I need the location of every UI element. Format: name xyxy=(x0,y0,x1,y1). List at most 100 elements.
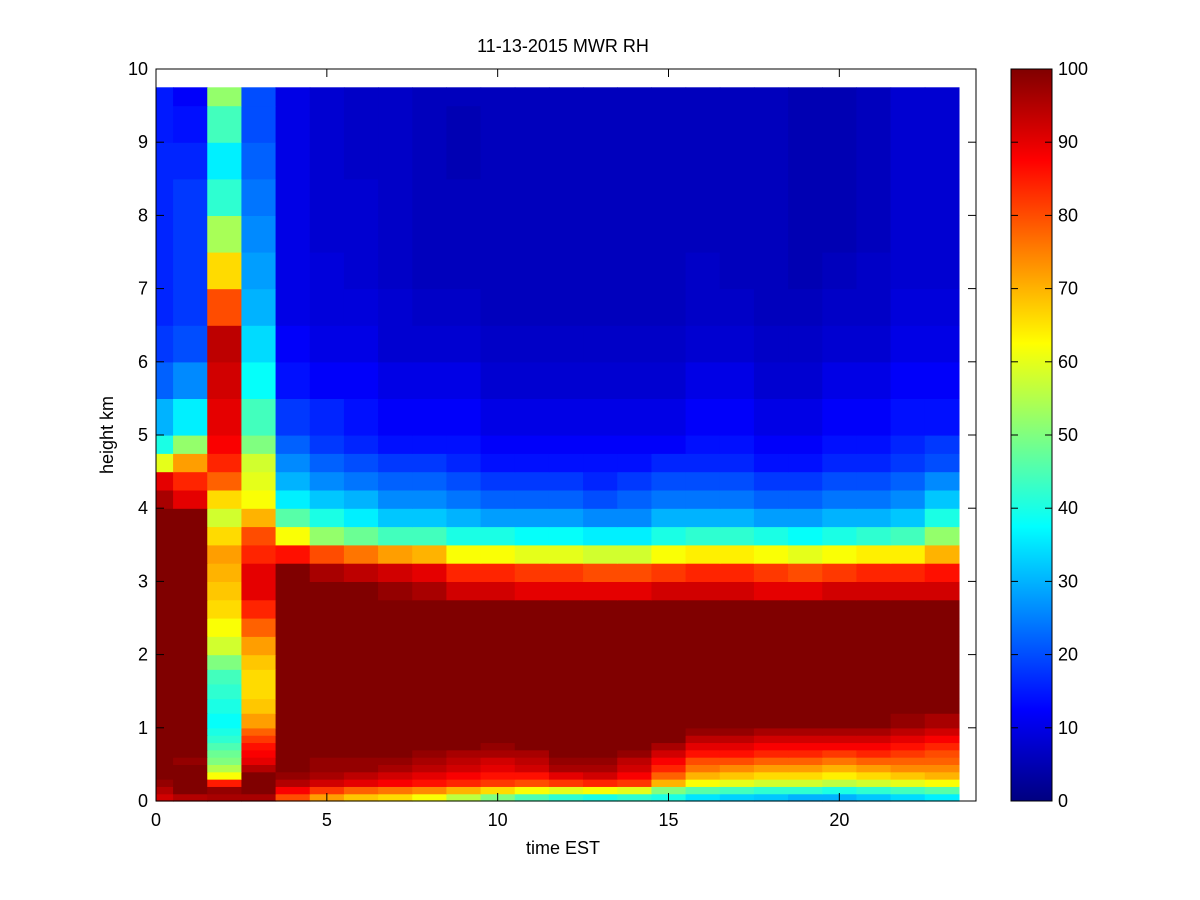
heatmap-cell xyxy=(241,771,277,780)
heatmap-cell xyxy=(753,727,789,736)
heatmap-cell xyxy=(343,453,379,473)
heatmap-cell xyxy=(275,435,311,454)
heatmap-cell xyxy=(856,727,892,736)
heatmap-cell xyxy=(719,793,755,802)
heatmap-cell xyxy=(753,581,789,601)
heatmap-cell xyxy=(924,453,960,473)
heatmap-cell xyxy=(378,749,413,758)
heatmap-cell xyxy=(309,471,345,491)
heatmap-cell xyxy=(514,771,550,780)
heatmap-cell xyxy=(856,215,892,253)
heatmap-cell xyxy=(156,215,174,253)
heatmap-cell xyxy=(156,749,174,758)
heatmap-cell xyxy=(241,563,277,582)
heatmap-cell xyxy=(446,779,482,787)
heatmap-cell xyxy=(822,683,858,700)
heatmap-cell xyxy=(753,793,789,802)
heatmap-cell xyxy=(156,142,174,180)
heatmap-cell xyxy=(856,398,892,436)
heatmap-cell xyxy=(822,105,858,143)
heatmap-cell xyxy=(309,398,345,436)
y-tick-label: 5 xyxy=(138,425,148,445)
heatmap-cell xyxy=(753,779,789,787)
heatmap-cell xyxy=(207,757,243,765)
heatmap-cell xyxy=(275,361,311,399)
heatmap-cell xyxy=(378,398,413,436)
heatmap-cell xyxy=(548,786,584,795)
heatmap-cell xyxy=(173,215,208,253)
heatmap-cell xyxy=(207,683,243,700)
heatmap-cell xyxy=(890,618,926,637)
heatmap-cell xyxy=(719,636,755,656)
heatmap-cell xyxy=(651,471,687,491)
heatmap-cell xyxy=(685,757,721,765)
heatmap-cell xyxy=(583,398,618,436)
heatmap-cell xyxy=(412,142,448,180)
heatmap-cell xyxy=(856,288,892,326)
heatmap-cell xyxy=(378,252,413,290)
heatmap-cell xyxy=(156,636,174,656)
heatmap-cell xyxy=(685,764,721,773)
heatmap-cell xyxy=(343,779,379,787)
heatmap-cell xyxy=(343,526,379,546)
heatmap-cell xyxy=(788,618,823,637)
heatmap-cell xyxy=(412,288,448,326)
heatmap-cell xyxy=(378,489,413,509)
heatmap-cell xyxy=(173,526,208,546)
heatmap-cell xyxy=(378,453,413,473)
heatmap-cell xyxy=(924,786,960,795)
heatmap-cell xyxy=(685,771,721,780)
heatmap-cell xyxy=(378,735,413,744)
colorbar-tick-label: 60 xyxy=(1058,352,1078,372)
heatmap-cell xyxy=(207,489,243,509)
heatmap-cell xyxy=(617,735,653,744)
heatmap-cell xyxy=(173,786,208,795)
heatmap-cell xyxy=(583,771,618,780)
heatmap-cell xyxy=(890,435,926,454)
heatmap-cell xyxy=(651,526,687,546)
heatmap-cell xyxy=(173,727,208,736)
heatmap-cell xyxy=(343,713,379,729)
heatmap-cell xyxy=(548,793,584,802)
heatmap-cell xyxy=(583,683,618,700)
heatmap-cell xyxy=(788,398,823,436)
heatmap-cell xyxy=(548,526,584,546)
heatmap-cell xyxy=(685,471,721,491)
heatmap-cell xyxy=(378,325,413,363)
heatmap-cell xyxy=(617,252,653,290)
heatmap-cell xyxy=(890,599,926,619)
heatmap-cell xyxy=(924,142,960,180)
heatmap-cell xyxy=(309,757,345,765)
heatmap-cell xyxy=(583,453,618,473)
heatmap-cell xyxy=(173,544,208,564)
heatmap-cell xyxy=(788,581,823,601)
heatmap-cell xyxy=(514,471,550,491)
heatmap-cell xyxy=(446,771,482,780)
heatmap-cell xyxy=(924,105,960,143)
heatmap-cell xyxy=(856,489,892,509)
heatmap-cell xyxy=(685,742,721,751)
heatmap-cell xyxy=(788,713,823,729)
heatmap-cell xyxy=(309,636,345,656)
heatmap-cell xyxy=(719,325,755,363)
heatmap-cell xyxy=(446,654,482,670)
heatmap-cell xyxy=(583,142,618,180)
heatmap-cell xyxy=(788,142,823,180)
heatmap-cell xyxy=(548,398,584,436)
y-tick-label: 4 xyxy=(138,498,148,518)
colorbar-tick-label: 40 xyxy=(1058,498,1078,518)
heatmap-cell xyxy=(583,669,618,685)
heatmap-cell xyxy=(156,453,174,473)
heatmap-cell xyxy=(275,618,311,637)
heatmap-cell xyxy=(822,581,858,601)
heatmap-cell xyxy=(719,142,755,180)
heatmap-cell xyxy=(548,669,584,685)
heatmap-cell xyxy=(514,252,550,290)
heatmap-cell xyxy=(156,779,174,787)
heatmap-cell xyxy=(548,749,584,758)
heatmap-cell xyxy=(583,636,618,656)
heatmap-cell xyxy=(241,178,277,216)
heatmap-cell xyxy=(309,435,345,454)
heatmap-cell xyxy=(446,742,482,751)
heatmap-cell xyxy=(412,669,448,685)
